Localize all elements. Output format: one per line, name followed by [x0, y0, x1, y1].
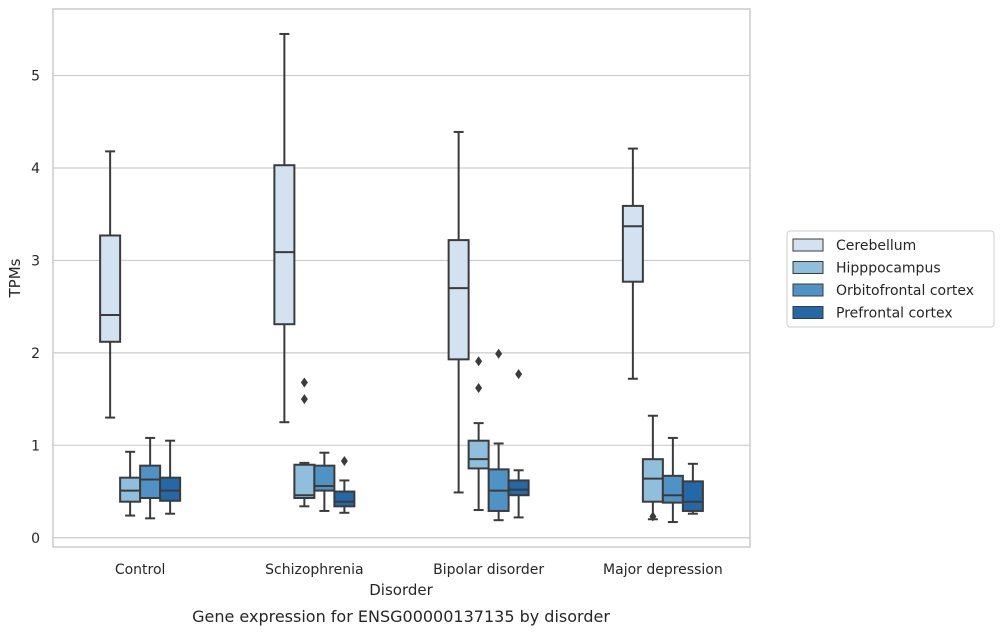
box-group: [273, 32, 296, 424]
box-iqr: [159, 476, 182, 502]
outlier-point: [649, 511, 657, 522]
box-group: [293, 377, 316, 508]
y-tick-label: 2: [31, 346, 40, 362]
box-group: [661, 436, 684, 524]
box-group: [313, 451, 336, 512]
box-group: [99, 150, 122, 419]
legend-entry-label: Orbitofrontal cortex: [836, 283, 974, 299]
box-group: [621, 147, 644, 380]
box-series: [99, 32, 704, 524]
box-iqr: [621, 204, 644, 283]
box-iqr: [99, 234, 122, 343]
y-tick-label: 3: [31, 253, 40, 269]
box-iqr: [293, 463, 316, 500]
box-iqr: [333, 490, 356, 508]
box-group: [467, 356, 490, 512]
x-axis-label: Disorder: [369, 581, 433, 599]
legend-swatch: [792, 306, 824, 319]
legend-swatch: [792, 238, 824, 252]
y-tick-label: 0: [31, 531, 40, 547]
box-iqr: [139, 464, 162, 500]
legend-swatch: [792, 283, 824, 297]
box-group: [333, 456, 356, 514]
x-tick-label: Bipolar disorder: [433, 562, 544, 578]
box-iqr: [681, 480, 704, 512]
outlier-point: [515, 369, 523, 380]
y-tick-label: 1: [31, 438, 40, 454]
box-iqr: [447, 239, 470, 361]
box-group: [487, 348, 510, 522]
outlier-point: [475, 383, 483, 394]
x-tick-labels: Control Schizophrenia Bipolar disorder Majo…: [115, 562, 723, 578]
box-group: [119, 450, 142, 517]
legend-swatch: [792, 261, 824, 274]
plot-frame: [52, 8, 751, 548]
outlier-point: [475, 356, 483, 367]
legend-entry-label: Cerebellum: [836, 238, 916, 254]
legend-frame: [786, 230, 995, 328]
box-group: [159, 439, 182, 515]
box-iqr: [273, 164, 296, 326]
y-tick-labels: 0 1 2 3 4 5: [31, 69, 40, 547]
x-tick-label: Schizophrenia: [265, 562, 363, 578]
y-tick-label: 4: [31, 161, 40, 177]
outlier-point: [495, 348, 503, 359]
box-group: [681, 462, 704, 515]
x-tick-label: Major depression: [603, 562, 723, 578]
outlier-point: [340, 456, 348, 467]
legend: Cerebellum Hipppocampus Orbitofrontal cort…: [786, 230, 995, 328]
x-tick-label: Control: [115, 562, 166, 578]
legend-entry-label: Hipppocampus: [836, 261, 941, 277]
outlier-point: [300, 394, 308, 405]
chart-caption: Gene expression for ENSG00000137135 by d…: [192, 607, 610, 626]
box-iqr: [507, 479, 530, 497]
box-group: [447, 130, 470, 494]
box-iqr: [641, 458, 664, 503]
y-axis-label: TPMs: [6, 258, 24, 298]
box-iqr: [467, 439, 490, 470]
legend-entry-label: Prefrontal cortex: [836, 306, 953, 322]
box-iqr: [313, 464, 336, 492]
box-iqr: [661, 474, 684, 504]
y-tick-label: 5: [31, 69, 40, 85]
box-group: [507, 369, 530, 519]
outlier-point: [300, 377, 308, 388]
